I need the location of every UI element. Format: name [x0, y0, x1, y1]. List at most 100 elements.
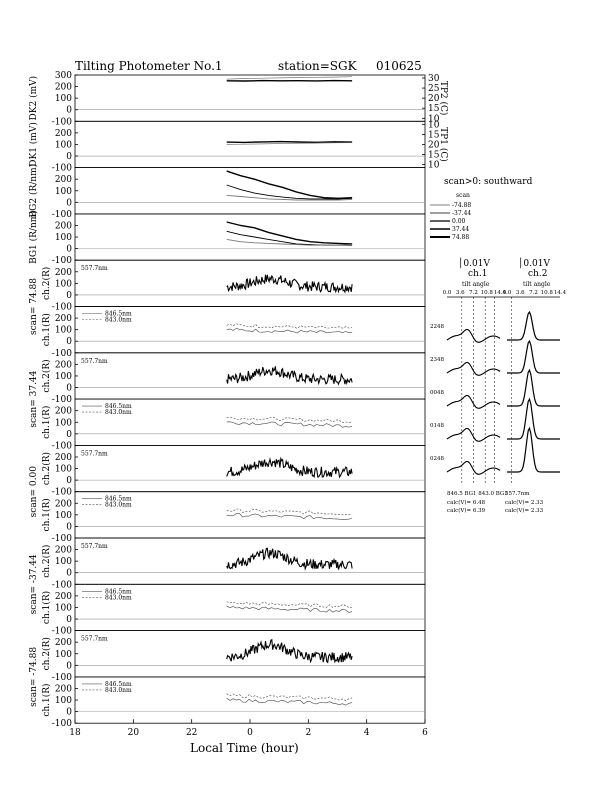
inset-curve-ch1 [446, 328, 501, 343]
inset-ch2-label: ch.2 [528, 269, 547, 279]
legend-entry: 0.00 [452, 218, 466, 225]
y-tick-label: 200 [55, 638, 72, 648]
series-line-5577 [226, 274, 353, 294]
series-line-8465 [226, 421, 353, 428]
inset-curve-ch2 [507, 368, 560, 407]
x-tick-label: 18 [69, 728, 81, 738]
y-tick-label: -100 [52, 349, 72, 359]
panel-label-left: BG1 (R/nm) [28, 210, 39, 264]
y-tick-label: -100 [52, 627, 72, 637]
y-tick-label: 100 [55, 511, 72, 521]
x-axis-ticks: 18 20 22 0 2 4 6 [69, 719, 428, 738]
panel-label-left: ch.1(R) [41, 406, 52, 439]
y-tick-label: 0 [66, 198, 72, 208]
right-tick-label: 25 [428, 84, 440, 94]
y-tick-label: -100 [52, 673, 72, 683]
inset-tick-ch2: 3.6 [516, 290, 525, 296]
legend-title: scan [456, 192, 470, 199]
series-line-8430 [226, 416, 353, 423]
inset-bottom-ch1: 846.5 BG1 843.0 BG1 [447, 491, 508, 497]
inset-ch1-label: ch.1 [468, 269, 487, 279]
series-line [226, 170, 353, 200]
inset-time-label: 0048 [430, 390, 444, 396]
y-tick-label: 0 [66, 106, 72, 116]
line-label-8430: 843.0nm [105, 594, 132, 601]
chart-station: station=SGK [278, 59, 358, 73]
inset-curve-ch1 [446, 394, 501, 409]
legend-entry: -74.88 [452, 202, 471, 209]
right-tick-label: 10 [428, 114, 440, 124]
legend-entry: 74.88 [452, 234, 469, 241]
y-tick-label: 100 [55, 372, 72, 382]
panel-label-left: ch.1(R) [41, 498, 52, 531]
y-tick-label: 0 [66, 476, 72, 486]
series-line [226, 194, 353, 201]
inset-calc2: calc(V)= 6.39 [447, 507, 486, 514]
line-label-8465: 846.5nm [105, 496, 132, 503]
series-line-8465 [226, 328, 353, 334]
panel-frame [74, 259, 426, 307]
y-tick-label: -100 [52, 303, 72, 313]
y-tick-label: 200 [55, 175, 72, 185]
inset-calc3: calc(V)= 2.33 [505, 499, 544, 506]
inset-curve-ch1 [446, 361, 501, 376]
panel-label-left: ch.2(R) [41, 637, 52, 670]
inset-bottom-ch2: 557.7nm [505, 491, 530, 497]
legend-entry: -37.44 [452, 210, 471, 217]
series-line-8430 [226, 508, 353, 516]
inset-tick-ch2: 7.2 [529, 290, 538, 296]
line-label-8465: 846.5nm [105, 681, 132, 688]
y-tick-label: 100 [55, 187, 72, 197]
inset-curve-ch2 [507, 397, 560, 440]
line-label-5577: 557.7nm [81, 358, 108, 365]
right-tick-label: 15 [428, 151, 440, 161]
inset-time-label: 0248 [430, 456, 444, 462]
series-line-8430 [226, 693, 353, 701]
x-tick-label: 2 [305, 728, 311, 738]
inset-tilt2: tilt angle [523, 281, 551, 288]
inset-time-label: 2348 [430, 357, 444, 363]
inset-curve-ch2 [507, 310, 560, 341]
line-label-8430: 843.0nm [105, 502, 132, 509]
inset-scale-ch1: │0.01V [458, 257, 490, 269]
y-tick-label: 100 [55, 465, 72, 475]
inset-curve-ch2 [507, 426, 560, 473]
inset-tick-ch1: 0.0 [443, 290, 452, 296]
inset-calc4: calc(V)= 2.33 [505, 507, 544, 514]
y-tick-label: 200 [55, 129, 72, 139]
series-line-5577 [226, 456, 353, 479]
y-tick-label: 100 [55, 94, 72, 104]
inset-curve-ch2 [507, 339, 560, 374]
y-tick-label: 200 [55, 83, 72, 93]
panel-frame [74, 74, 426, 122]
inset-tick-ch2: 14.4 [554, 290, 567, 296]
y-tick-label: 0 [66, 291, 72, 301]
y-tick-label: 100 [55, 603, 72, 613]
line-label-5577: 557.7nm [81, 450, 108, 457]
panel-label-left: ch.2(R) [41, 452, 52, 485]
y-tick-label: 200 [55, 546, 72, 556]
line-label-8465: 846.5nm [105, 311, 132, 318]
panel-frame [74, 352, 426, 400]
y-tick-label: 100 [55, 279, 72, 289]
y-tick-label: 0 [66, 522, 72, 532]
y-tick-label: 100 [55, 326, 72, 336]
inset-curve-ch1 [446, 427, 501, 442]
x-tick-label: 4 [364, 728, 370, 738]
y-tick-label: 200 [55, 268, 72, 278]
inset-tick-ch2: 0.0 [503, 290, 512, 296]
inset-time-label: 0148 [430, 423, 444, 429]
chart-date: 010625 [376, 59, 422, 73]
y-tick-label: 100 [55, 418, 72, 428]
chart-title: Tilting Photometer No.1 [75, 59, 223, 73]
panel-label-left: ch.1(R) [41, 683, 52, 716]
line-label-8430: 843.0nm [105, 317, 132, 324]
inset-tilt1: tilt angle [462, 281, 490, 288]
